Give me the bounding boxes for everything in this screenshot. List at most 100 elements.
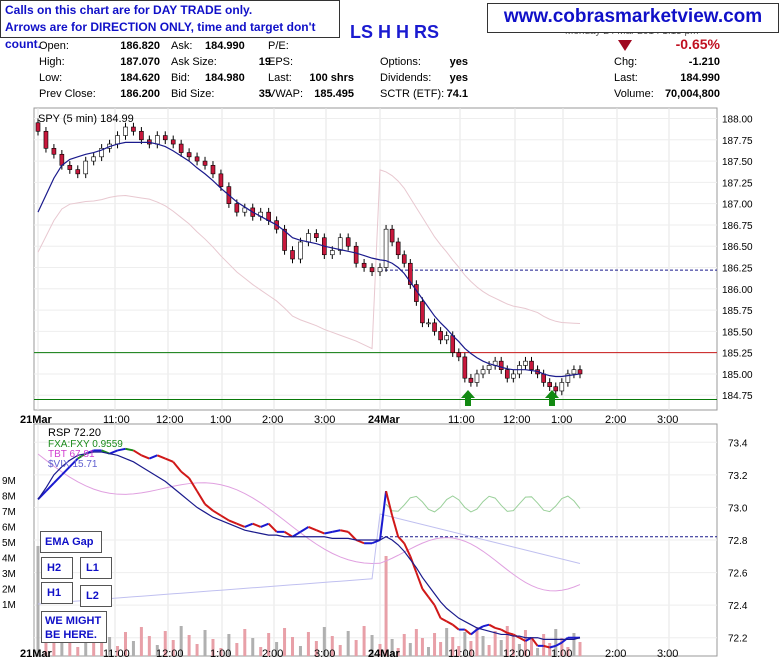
chg-value: -1.210 [688, 56, 720, 68]
volume-bar [548, 643, 552, 656]
rsp-x-tick-label: 2:00 [605, 648, 626, 659]
volume-bar [139, 627, 143, 656]
volume-bar [420, 638, 424, 656]
candle-body [155, 135, 160, 145]
volume-bar [536, 648, 540, 656]
rsp-segment [61, 466, 71, 476]
volume-bar [346, 631, 350, 656]
volume-bar [499, 640, 503, 656]
tbt-legend: TBT 67.81 [48, 449, 95, 460]
candle-body [389, 228, 395, 243]
candle-body [67, 165, 73, 170]
volume-bar [475, 627, 479, 656]
might-line-2: BE HERE. [45, 629, 97, 641]
price-grid [34, 108, 717, 410]
candle-body [234, 203, 240, 213]
candle-body [486, 365, 492, 370]
price-y-tick-label: 188.00 [722, 115, 753, 126]
candle-body [408, 262, 413, 285]
rsp-segment [347, 531, 357, 541]
volume-tick-label: 8M [2, 492, 16, 503]
rsp-segment [267, 523, 278, 533]
rsp-segment [109, 449, 118, 455]
price-y-tick-label: 186.25 [722, 264, 753, 275]
candle-body [186, 152, 192, 158]
bid-size-value: 35 [258, 88, 271, 100]
candle-body [523, 360, 528, 366]
rsp-segment [488, 623, 496, 629]
candle-body [242, 207, 248, 213]
up-arrow-icon [545, 390, 559, 406]
rsp-segment [543, 644, 550, 649]
candle-body [377, 267, 383, 273]
eps-label: EPS: [268, 56, 294, 68]
candle-body [511, 373, 516, 379]
rsp-segment [385, 490, 394, 516]
candle-body [462, 356, 468, 379]
axis-labels: 21Mar 21Mar 11:00 11:00 12:00 12:00 1:00 1:00 2:… [2, 115, 753, 659]
volume-bar [354, 640, 358, 656]
candle-body [361, 262, 367, 268]
low-value: 184.620 [120, 72, 160, 84]
candle-body [123, 126, 128, 136]
volume-bar [433, 633, 437, 656]
rsp-segment [141, 454, 150, 460]
candle-body [91, 156, 96, 162]
rsp-segment [299, 526, 309, 533]
volume-bar [147, 636, 151, 656]
candle-body [99, 148, 104, 158]
rsp-segment [204, 503, 214, 512]
volume-bar [560, 638, 564, 656]
site-link[interactable]: www.cobrasmarketview.com [487, 3, 779, 33]
volume-bar [44, 634, 48, 656]
volume-bar [523, 630, 527, 656]
volume-bar [92, 642, 96, 656]
rsp-segment [156, 454, 166, 460]
vwap-value: 185.495 [314, 88, 354, 100]
candle-body [438, 331, 443, 341]
l2-box: L2 [80, 585, 112, 607]
price-y-tick-label: 185.75 [722, 306, 753, 317]
volume-bar [517, 644, 521, 656]
last-shares-value: 100 shrs [309, 72, 354, 84]
volume-bar [36, 546, 40, 656]
candle-body [83, 160, 89, 175]
price-y-tick-label: 187.75 [722, 136, 753, 147]
rsp-segment [260, 522, 270, 528]
candle-body [444, 335, 449, 341]
price-y-tick-label: 185.00 [722, 370, 753, 381]
ema-gap-box: EMA Gap [40, 531, 102, 553]
volume-bar [414, 629, 418, 656]
rsp-x-tick-label: 1:00 [210, 648, 231, 659]
price-x-tick-label: 1:00 [210, 414, 231, 426]
volume-bar [76, 647, 80, 656]
prev-close-label: Prev Close: [39, 88, 96, 100]
rsp-segment [69, 457, 79, 468]
pattern-title: LS H H RS [350, 22, 440, 42]
rsp-segment [391, 515, 400, 538]
candle-body [115, 135, 120, 145]
rsp-segment [530, 637, 539, 647]
band-line [37, 169, 581, 350]
ask-size-value: 19 [258, 56, 271, 68]
price-ema-line [37, 141, 581, 378]
volume-bar [481, 636, 485, 656]
candle-body [559, 382, 565, 392]
rsp-segment [164, 457, 174, 463]
volume-label: Volume: [614, 88, 654, 100]
price-marks [34, 118, 717, 406]
volume-bar [469, 641, 473, 656]
volume-bar [291, 637, 295, 656]
sctr-label: SCTR (ETF): [380, 88, 445, 100]
rsp-segment [476, 625, 484, 631]
overlay-lines [37, 453, 581, 605]
h2-box: H2 [41, 557, 73, 579]
candle-body [541, 373, 546, 383]
volume-bar [68, 638, 72, 656]
rsp-segment [379, 491, 388, 541]
rsp-grid [34, 424, 717, 656]
volume-bar [267, 633, 271, 656]
ask-size-label: Ask Size: [171, 56, 217, 68]
candle-body [529, 360, 534, 370]
rsp-x-tick-label: 11:00 [448, 648, 475, 659]
